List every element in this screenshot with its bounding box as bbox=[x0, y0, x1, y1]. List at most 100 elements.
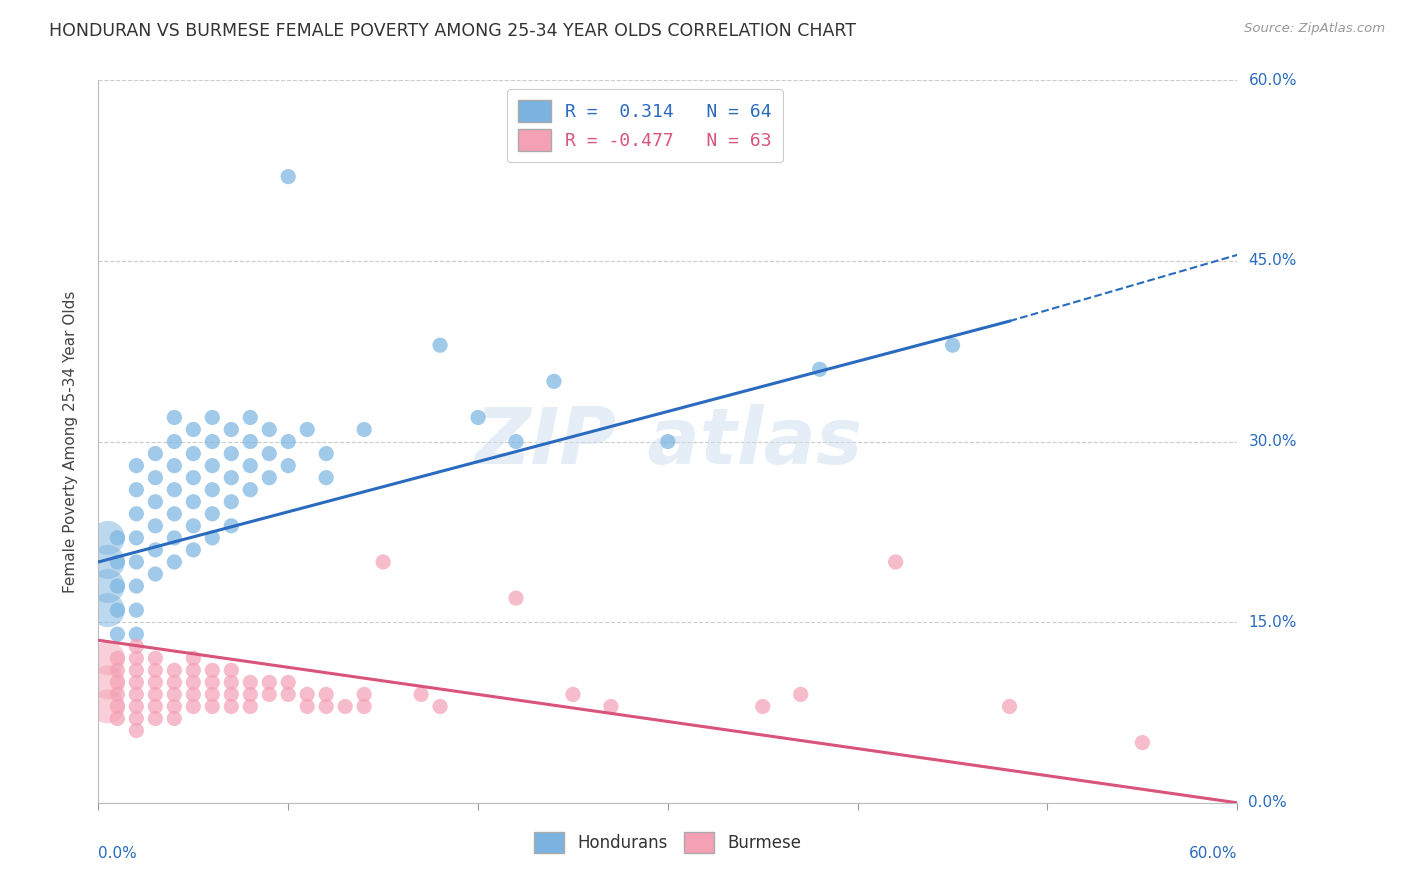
Point bbox=[297, 422, 319, 436]
Point bbox=[125, 555, 148, 569]
Point bbox=[201, 410, 224, 425]
Point bbox=[277, 434, 299, 449]
Point bbox=[145, 675, 167, 690]
Point bbox=[297, 699, 319, 714]
Point bbox=[125, 651, 148, 665]
Point bbox=[315, 699, 337, 714]
Point bbox=[107, 687, 129, 701]
Text: 0.0%: 0.0% bbox=[1249, 796, 1286, 810]
Point bbox=[107, 664, 129, 678]
Point bbox=[107, 675, 129, 690]
Point bbox=[163, 699, 186, 714]
Point bbox=[125, 579, 148, 593]
Point bbox=[163, 664, 186, 678]
Point bbox=[562, 687, 585, 701]
Point bbox=[97, 579, 120, 593]
Point bbox=[1132, 735, 1154, 749]
Point bbox=[505, 434, 527, 449]
Point bbox=[371, 555, 394, 569]
Point bbox=[107, 712, 129, 726]
Point bbox=[335, 699, 357, 714]
Point bbox=[183, 518, 205, 533]
Point bbox=[942, 338, 965, 352]
Point bbox=[543, 374, 565, 388]
Point bbox=[107, 555, 129, 569]
Point bbox=[97, 675, 120, 690]
Text: 30.0%: 30.0% bbox=[1249, 434, 1296, 449]
Point bbox=[221, 446, 243, 460]
Point bbox=[183, 470, 205, 484]
Point bbox=[145, 712, 167, 726]
Point bbox=[790, 687, 813, 701]
Point bbox=[239, 687, 262, 701]
Point bbox=[125, 627, 148, 641]
Point bbox=[201, 699, 224, 714]
Point bbox=[467, 410, 489, 425]
Point bbox=[163, 483, 186, 497]
Point bbox=[239, 483, 262, 497]
Point bbox=[145, 651, 167, 665]
Point bbox=[163, 555, 186, 569]
Point bbox=[201, 483, 224, 497]
Point bbox=[221, 494, 243, 508]
Point bbox=[163, 410, 186, 425]
Point bbox=[125, 483, 148, 497]
Point bbox=[163, 687, 186, 701]
Point bbox=[107, 531, 129, 545]
Text: 60.0%: 60.0% bbox=[1249, 73, 1296, 87]
Point bbox=[107, 651, 129, 665]
Point bbox=[315, 446, 337, 460]
Point bbox=[97, 603, 120, 617]
Point bbox=[183, 675, 205, 690]
Point bbox=[657, 434, 679, 449]
Point bbox=[221, 470, 243, 484]
Point bbox=[125, 531, 148, 545]
Point bbox=[353, 699, 375, 714]
Point bbox=[125, 675, 148, 690]
Point bbox=[315, 687, 337, 701]
Point bbox=[145, 494, 167, 508]
Point bbox=[183, 664, 205, 678]
Point bbox=[163, 675, 186, 690]
Point bbox=[239, 699, 262, 714]
Point bbox=[429, 338, 451, 352]
Point bbox=[183, 446, 205, 460]
Point bbox=[163, 531, 186, 545]
Point bbox=[183, 699, 205, 714]
Point bbox=[183, 422, 205, 436]
Legend: Hondurans, Burmese: Hondurans, Burmese bbox=[527, 826, 808, 860]
Point bbox=[163, 712, 186, 726]
Point bbox=[107, 627, 129, 641]
Point bbox=[97, 699, 120, 714]
Point bbox=[145, 470, 167, 484]
Point bbox=[239, 434, 262, 449]
Point bbox=[315, 470, 337, 484]
Point bbox=[125, 458, 148, 473]
Point bbox=[107, 579, 129, 593]
Point bbox=[259, 470, 281, 484]
Point bbox=[145, 687, 167, 701]
Point bbox=[125, 664, 148, 678]
Point bbox=[145, 518, 167, 533]
Y-axis label: Female Poverty Among 25-34 Year Olds: Female Poverty Among 25-34 Year Olds bbox=[63, 291, 77, 592]
Text: HONDURAN VS BURMESE FEMALE POVERTY AMONG 25-34 YEAR OLDS CORRELATION CHART: HONDURAN VS BURMESE FEMALE POVERTY AMONG… bbox=[49, 22, 856, 40]
Point bbox=[201, 664, 224, 678]
Point bbox=[277, 169, 299, 184]
Point bbox=[201, 434, 224, 449]
Point bbox=[183, 542, 205, 557]
Point bbox=[884, 555, 907, 569]
Point bbox=[277, 687, 299, 701]
Point bbox=[221, 675, 243, 690]
Point bbox=[183, 651, 205, 665]
Text: 15.0%: 15.0% bbox=[1249, 615, 1296, 630]
Point bbox=[201, 675, 224, 690]
Text: ZIP  atlas: ZIP atlas bbox=[474, 403, 862, 480]
Point bbox=[221, 687, 243, 701]
Point bbox=[411, 687, 433, 701]
Point bbox=[107, 603, 129, 617]
Point bbox=[145, 699, 167, 714]
Point bbox=[201, 507, 224, 521]
Point bbox=[97, 531, 120, 545]
Point bbox=[125, 603, 148, 617]
Point bbox=[277, 458, 299, 473]
